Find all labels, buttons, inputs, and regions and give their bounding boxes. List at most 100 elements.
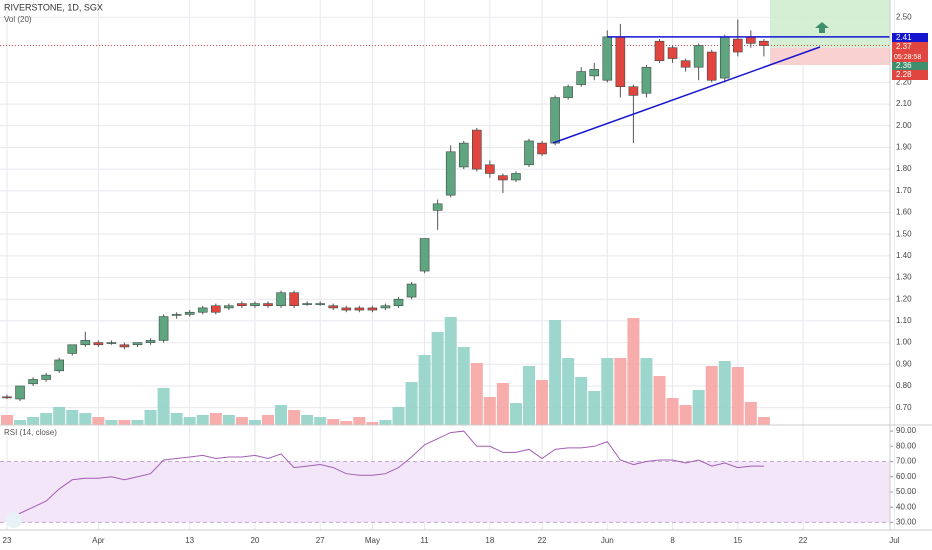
candle-body xyxy=(406,283,417,298)
y-tick-label: 2.50 xyxy=(896,12,912,21)
volume-bar xyxy=(640,358,653,425)
volume-bar xyxy=(705,366,718,425)
volume-bar xyxy=(692,390,705,425)
rsi-tick-label: 90.00 xyxy=(896,426,917,435)
price-badge-label: 2.41 xyxy=(896,33,912,42)
volume-bar xyxy=(53,407,66,425)
volume-bar xyxy=(536,380,549,425)
volume-bar xyxy=(418,355,431,425)
rsi-tick-label: 40.00 xyxy=(896,502,917,511)
volume-bar xyxy=(340,421,353,425)
volume-label: Vol (20) xyxy=(4,15,32,24)
candle-body xyxy=(693,45,704,68)
candle-body xyxy=(132,342,143,346)
candle-body xyxy=(458,142,469,168)
x-tick-label: Apr xyxy=(92,536,105,545)
candle-body xyxy=(667,47,678,59)
volume-bar xyxy=(92,417,105,425)
candle-body xyxy=(471,129,482,170)
candle-body xyxy=(328,305,339,309)
x-tick-label: 8 xyxy=(670,536,675,545)
volume-bar xyxy=(731,367,744,425)
volume-bar xyxy=(144,410,157,425)
candle-body xyxy=(498,175,508,181)
candle-body xyxy=(628,86,639,96)
candle-body xyxy=(2,396,12,399)
countdown: 05:28:58 xyxy=(894,54,921,61)
candle-body xyxy=(80,340,91,346)
candle-body xyxy=(54,359,65,372)
trend-line xyxy=(552,46,821,144)
volume-bar xyxy=(470,363,483,425)
volume-bar xyxy=(40,413,53,425)
volume-bar xyxy=(757,417,770,425)
volume-bar xyxy=(523,366,535,425)
x-tick-label: 11 xyxy=(420,536,429,545)
price-badge-label: 2.36 xyxy=(896,61,912,70)
x-tick-label: 22 xyxy=(799,536,808,545)
volume-bar xyxy=(353,417,366,425)
volume-bar xyxy=(627,318,640,425)
candle-body xyxy=(576,71,587,85)
candle-body xyxy=(41,374,51,380)
volume-bar xyxy=(392,407,405,425)
x-tick-label: 27 xyxy=(316,536,325,545)
volume-bar xyxy=(288,410,301,425)
candle-body xyxy=(563,86,573,98)
candle-body xyxy=(615,36,626,88)
countdown-badge xyxy=(892,52,928,62)
volume-bar xyxy=(248,420,261,425)
candle-body xyxy=(732,38,743,53)
volume-bar xyxy=(666,398,679,425)
candle-body xyxy=(550,97,560,144)
rsi-tick-label: 70.00 xyxy=(896,457,917,466)
candle-body xyxy=(263,303,273,307)
x-tick-label: Jun xyxy=(601,536,614,545)
candle-body xyxy=(197,307,208,313)
candle-body xyxy=(485,164,495,174)
volume-bar xyxy=(509,403,522,425)
up-arrow xyxy=(815,22,829,33)
x-tick-label: Jul xyxy=(889,536,899,545)
volume-bar xyxy=(562,358,575,425)
volume-bar xyxy=(366,422,379,425)
candle-body xyxy=(145,340,156,343)
candle-body xyxy=(706,51,717,81)
volume-bar xyxy=(744,402,757,425)
candle-body xyxy=(171,314,182,316)
y-tick-label: 1.80 xyxy=(896,164,912,173)
volume-bar xyxy=(14,420,27,425)
candle-body xyxy=(680,60,691,68)
volume-bar xyxy=(105,420,118,425)
candle-body xyxy=(432,203,443,211)
x-tick-label: 15 xyxy=(733,536,742,545)
candle-body xyxy=(393,298,404,307)
candle-body xyxy=(15,385,25,400)
candle-body xyxy=(537,142,547,155)
volume-bar xyxy=(222,415,235,425)
stop-zone xyxy=(770,47,890,66)
price-badge xyxy=(892,61,928,71)
volume-bar xyxy=(457,347,470,425)
volume-bar xyxy=(327,419,340,425)
candle-body xyxy=(106,342,117,344)
price-badge xyxy=(892,70,928,80)
volume-bar xyxy=(118,420,131,425)
rsi-tick-label: 60.00 xyxy=(896,472,917,481)
x-tick-label: 23 xyxy=(3,536,12,545)
rsi-label: RSI (14, close) xyxy=(4,428,57,437)
rsi-line xyxy=(6,430,764,520)
candle-body xyxy=(419,238,430,272)
volume-bar xyxy=(235,417,248,425)
candle-body xyxy=(654,40,665,62)
candle-body xyxy=(302,303,312,305)
candle-body xyxy=(511,173,521,181)
x-tick-label: 22 xyxy=(538,536,547,545)
chart-title: RIVERSTONE, 1D, SGX xyxy=(4,2,103,12)
volume-bar xyxy=(262,415,274,425)
candle-body xyxy=(524,140,534,166)
candle-body xyxy=(67,344,78,354)
volume-bar xyxy=(301,415,314,425)
rsi-tick-label: 30.00 xyxy=(896,518,917,527)
